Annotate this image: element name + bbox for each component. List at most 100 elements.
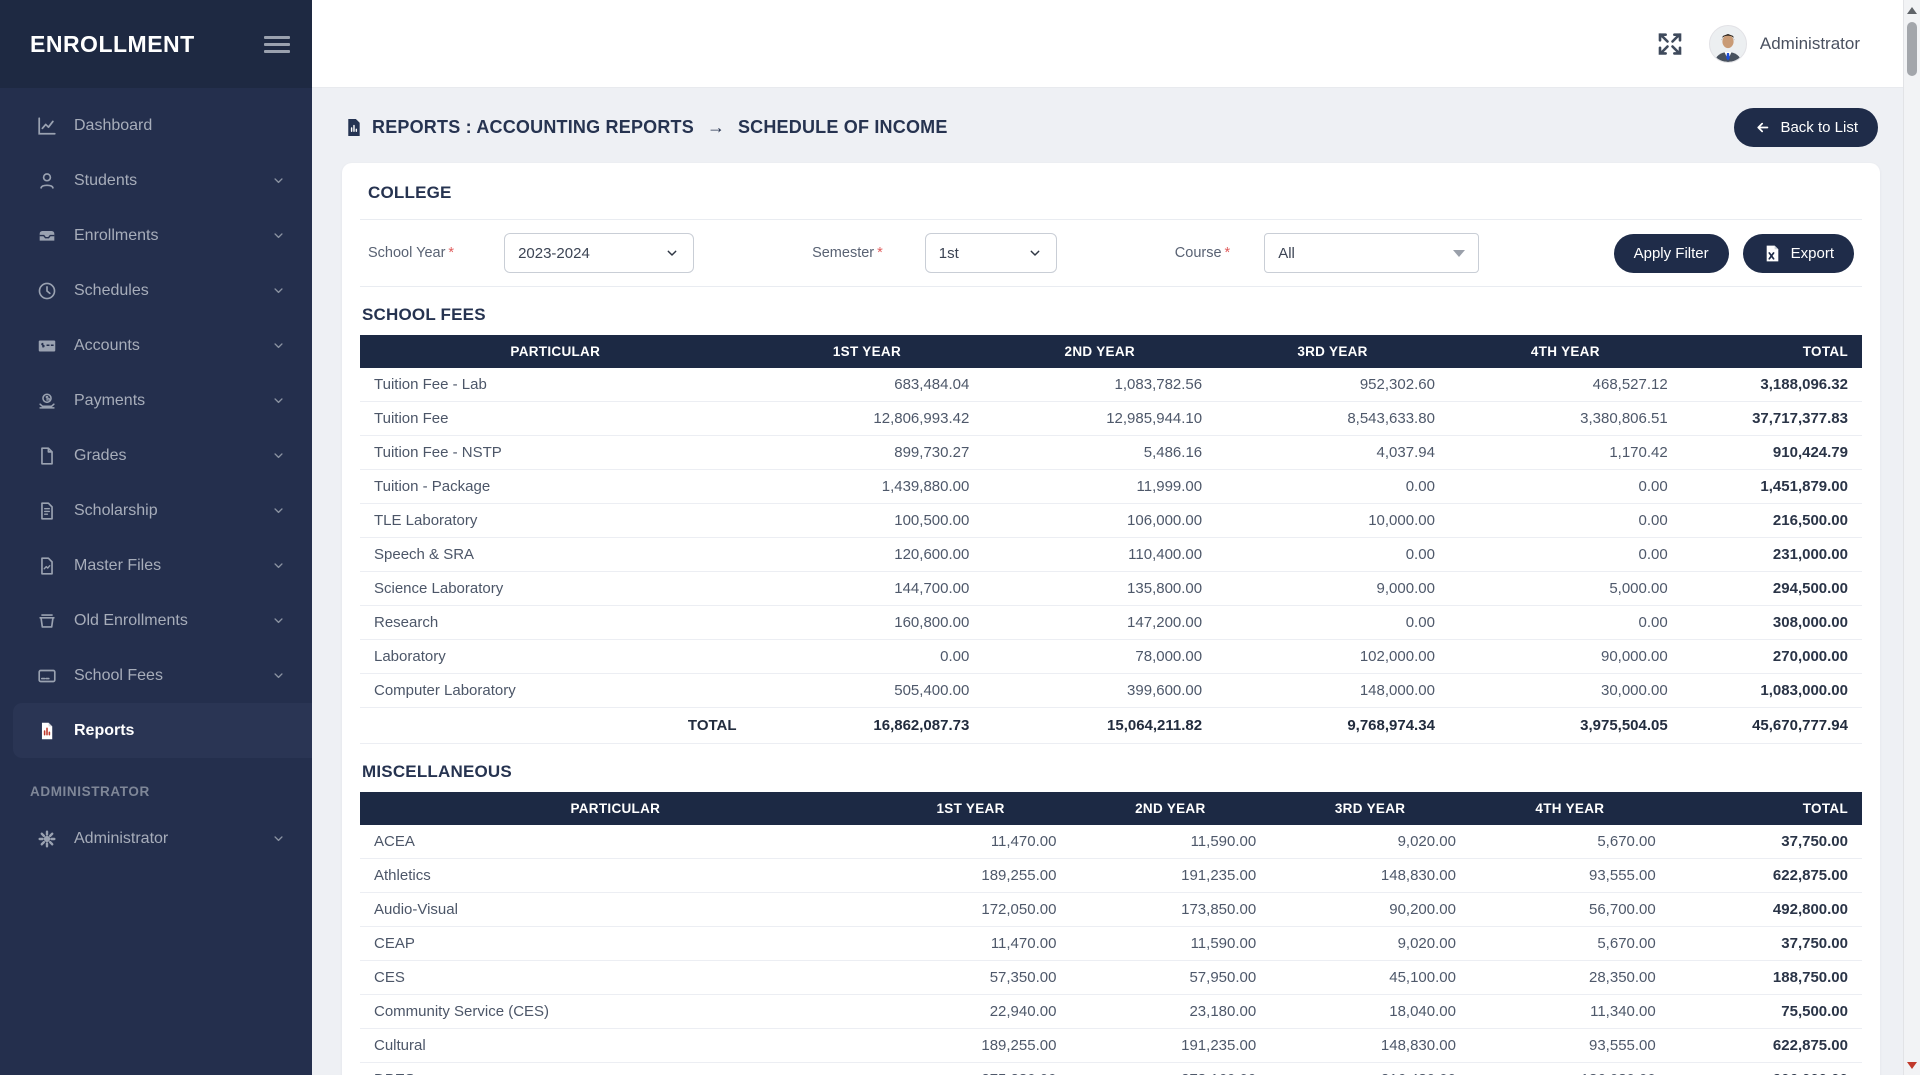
sidebar-item-master-files[interactable]: Master Files xyxy=(0,538,312,593)
sidebar-item-scholarship[interactable]: Scholarship xyxy=(0,483,312,538)
cell: 120,600.00 xyxy=(750,537,984,572)
total-cell: 9,768,974.34 xyxy=(1216,707,1449,744)
cell: 18,040.00 xyxy=(1270,994,1470,1029)
cell: 102,000.00 xyxy=(1216,639,1449,674)
cell: 56,700.00 xyxy=(1469,892,1670,927)
cell: 147,200.00 xyxy=(983,605,1217,640)
chevron-down-icon xyxy=(271,613,286,628)
apply-filter-button[interactable]: Apply Filter xyxy=(1613,233,1729,273)
cell: Tuition Fee - Lab xyxy=(360,368,751,402)
cell: 0.00 xyxy=(1216,537,1449,572)
fullscreen-icon[interactable] xyxy=(1655,29,1685,59)
sidebar-item-label: Administrator xyxy=(74,829,169,847)
cell: 191,235.00 xyxy=(1070,858,1271,893)
sidebar-item-label: Old Enrollments xyxy=(74,611,188,629)
scroll-down-arrow-icon[interactable] xyxy=(1907,1062,1917,1069)
cell: 148,000.00 xyxy=(1216,673,1449,708)
column-header: TOTAL xyxy=(1681,335,1862,368)
sidebar-item-students[interactable]: Students xyxy=(0,153,312,208)
cell: 9,000.00 xyxy=(1216,571,1449,606)
cell: 0.00 xyxy=(1216,605,1449,640)
table-row: Speech & SRA 120,600.00 110,400.00 0.00 0.00… xyxy=(360,537,1862,572)
semester-select[interactable]: 1st xyxy=(924,233,1057,273)
cell: 3,380,806.51 xyxy=(1448,401,1682,436)
school-fees-table: PARTICULAR 1ST YEAR 2ND YEAR 3RD YEAR 4TH YE… xyxy=(360,335,1862,744)
cell: Speech & SRA xyxy=(360,537,751,572)
total-cell: 3,975,504.05 xyxy=(1448,707,1682,744)
cell: 28,350.00 xyxy=(1469,960,1670,995)
table-row: Laboratory 0.00 78,000.00 102,000.00 90,000.… xyxy=(360,639,1862,674)
cell: 492,800.00 xyxy=(1669,892,1862,927)
cell: 160,800.00 xyxy=(750,605,984,640)
scroll-up-arrow-icon[interactable] xyxy=(1907,7,1917,14)
sidebar-item-payments[interactable]: Payments xyxy=(0,373,312,428)
sidebar-item-dashboard[interactable]: Dashboard xyxy=(0,98,312,153)
chevron-down-icon xyxy=(271,448,286,463)
sidebar-item-label: Dashboard xyxy=(74,116,153,134)
cell: 0.00 xyxy=(1216,469,1449,504)
sidebar-item-grades[interactable]: Grades xyxy=(0,428,312,483)
sidebar-item-label: Scholarship xyxy=(74,501,158,519)
cell: 11,470.00 xyxy=(870,926,1071,961)
sidebar-item-label: Students xyxy=(74,171,138,189)
cell: 1,451,879.00 xyxy=(1681,469,1862,504)
table-row: Research 160,800.00 147,200.00 0.00 0.00 308,… xyxy=(360,605,1862,640)
cell: 952,302.60 xyxy=(1216,368,1449,402)
cell: 189,255.00 xyxy=(870,1028,1071,1063)
cell: 308,000.00 xyxy=(1681,605,1862,640)
column-header: 2ND YEAR xyxy=(983,335,1217,368)
miscellaneous-table: PARTICULAR 1ST YEAR 2ND YEAR 3RD YEAR 4TH YE… xyxy=(360,792,1862,1075)
cell: 11,340.00 xyxy=(1469,994,1670,1029)
table-row: Audio-Visual 172,050.00 173,850.00 90,200.0… xyxy=(360,892,1862,927)
miscellaneous-title: MISCELLANEOUS xyxy=(362,762,512,781)
column-header: PARTICULAR xyxy=(360,792,871,825)
sidebar-item-old-enrollments[interactable]: Old Enrollments xyxy=(0,593,312,648)
chevron-down-icon xyxy=(271,668,286,683)
sidebar-item-accounts[interactable]: Accounts xyxy=(0,318,312,373)
back-to-list-button[interactable]: Back to List xyxy=(1734,108,1878,147)
group-title: COLLEGE xyxy=(368,183,452,202)
cell: 0.00 xyxy=(1448,503,1682,538)
dropdown-arrow-icon xyxy=(1453,249,1466,257)
cell: 30,000.00 xyxy=(1448,673,1682,708)
scrollbar[interactable] xyxy=(1903,0,1920,1075)
cell: 0.00 xyxy=(750,639,984,674)
cell: 148,830.00 xyxy=(1270,1028,1470,1063)
sidebar-item-reports[interactable]: Reports xyxy=(13,703,312,758)
cell: 1,170.42 xyxy=(1448,435,1682,470)
sidebar-item-label: School Fees xyxy=(74,666,163,684)
scrollbar-thumb[interactable] xyxy=(1907,22,1917,76)
course-select[interactable]: All xyxy=(1264,233,1480,273)
table-row: Athletics 189,255.00 191,235.00 148,830.00 9… xyxy=(360,858,1862,893)
schedules-icon xyxy=(36,280,58,302)
user-name: Administrator xyxy=(1759,33,1860,53)
cell: 148,830.00 xyxy=(1270,858,1470,893)
sidebar-nav: Dashboard Students Enrollments Schedules Acc… xyxy=(0,98,312,758)
school-year-select[interactable]: 2023-2024 xyxy=(504,233,695,273)
reports-icon xyxy=(36,720,58,742)
chevron-down-icon xyxy=(271,503,286,518)
column-header: 3RD YEAR xyxy=(1270,792,1470,825)
column-header: 1ST YEAR xyxy=(750,335,984,368)
cell: 11,470.00 xyxy=(870,825,1071,859)
cell: Tuition Fee xyxy=(360,401,751,436)
table-row: ACEA 11,470.00 11,590.00 9,020.00 5,670.00 37… xyxy=(360,825,1862,859)
cell: 231,000.00 xyxy=(1681,537,1862,572)
cell: 191,235.00 xyxy=(1070,1028,1271,1063)
sidebar-item-administrator[interactable]: Administrator xyxy=(0,811,312,866)
table-row: CEAP 11,470.00 11,590.00 9,020.00 5,670.00 37… xyxy=(360,926,1862,961)
table-row: Tuition Fee 12,806,993.42 12,985,944.10 8,5… xyxy=(360,401,1862,436)
cell: 135,800.00 xyxy=(983,571,1217,606)
sidebar-item-school-fees[interactable]: School Fees xyxy=(0,648,312,703)
menu-toggle-icon[interactable] xyxy=(264,32,290,57)
table-row: Computer Laboratory 505,400.00 399,600.00 1… xyxy=(360,673,1862,708)
column-header: 2ND YEAR xyxy=(1070,792,1271,825)
cell: 12,985,944.10 xyxy=(983,401,1217,436)
export-button[interactable]: Export xyxy=(1742,233,1854,273)
required-asterisk: * xyxy=(877,245,883,261)
sidebar-item-enrollments[interactable]: Enrollments xyxy=(0,208,312,263)
user-menu[interactable]: Administrator xyxy=(1708,24,1860,63)
table-row: Tuition Fee - Lab 683,484.04 1,083,782.56 9… xyxy=(360,368,1862,402)
sidebar-item-schedules[interactable]: Schedules xyxy=(0,263,312,318)
cell: 3,188,096.32 xyxy=(1681,368,1862,402)
